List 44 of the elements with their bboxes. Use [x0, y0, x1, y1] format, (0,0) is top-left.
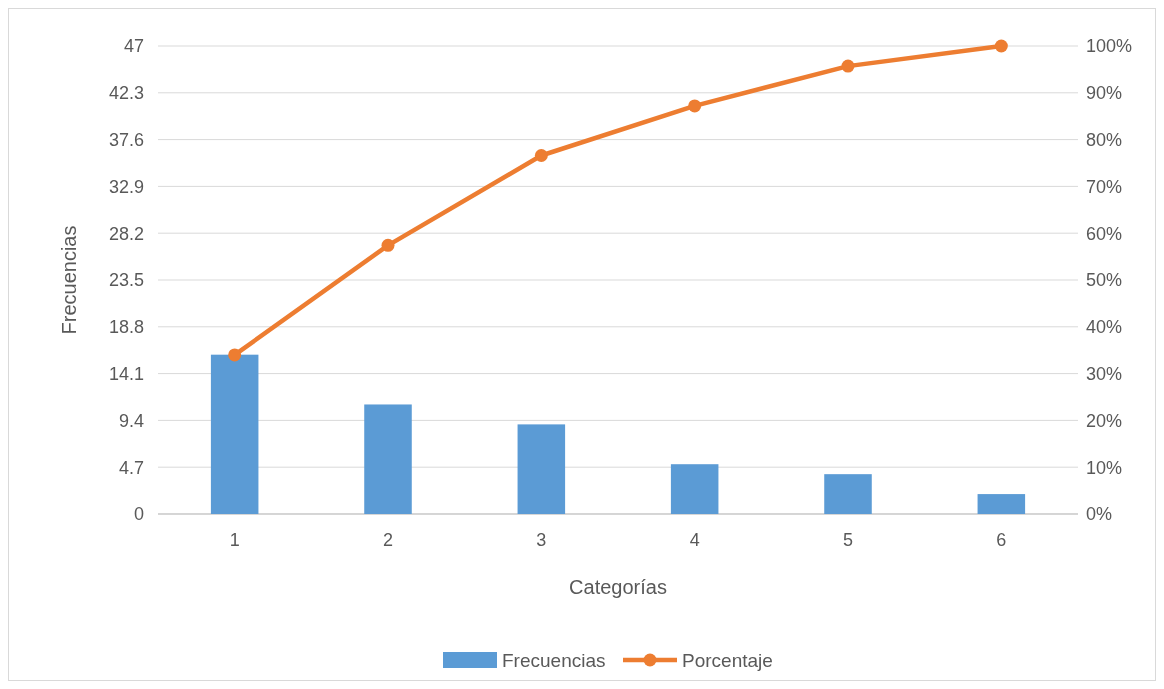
y-tick-label: 32.9	[108, 176, 144, 197]
bar	[210, 354, 259, 514]
y-tick-label: 42.3	[108, 83, 144, 104]
bar	[824, 474, 872, 514]
y-axis-title: Frecuencias	[58, 225, 80, 335]
y-tick-label: 0	[133, 504, 144, 525]
point	[228, 348, 242, 362]
y2-tick-label: 70%	[1086, 176, 1123, 197]
x-tick-label: 2	[382, 530, 394, 550]
bar	[977, 494, 1026, 514]
x-axis-title: Categorías	[569, 576, 667, 598]
y2-tick-label: 100%	[1086, 36, 1133, 57]
y2-tick-label: 40%	[1086, 317, 1123, 338]
y-tick-label: 23.5	[108, 270, 144, 291]
y-tick-label: 18.8	[108, 317, 144, 338]
bar	[517, 424, 566, 514]
y2-tick-label: 90%	[1086, 83, 1123, 104]
point	[841, 59, 855, 73]
y2-tick-label: 60%	[1086, 223, 1123, 244]
bar	[364, 404, 412, 514]
x-tick-label: 6	[996, 530, 1007, 550]
y-tick-label: 28.2	[108, 223, 144, 244]
point	[688, 99, 702, 113]
y-tick-label: 9.4	[118, 410, 144, 431]
y-tick-label: 4.7	[118, 457, 144, 478]
x-tick-label: 5	[842, 530, 854, 550]
y2-tick-label: 10%	[1086, 457, 1123, 478]
y2-tick-label: 50%	[1086, 270, 1123, 291]
y-tick-label: 47	[123, 36, 144, 57]
x-tick-label: 1	[229, 530, 240, 550]
point	[994, 39, 1008, 53]
y2-tick-label: 20%	[1086, 410, 1123, 431]
y2-tick-label: 0%	[1086, 504, 1113, 525]
y-tick-label: 37.6	[108, 129, 144, 150]
y2-tick-label: 80%	[1086, 129, 1123, 150]
legend-label: Frecuencias	[502, 649, 606, 671]
point	[381, 238, 395, 252]
legend-label: Porcentaje	[682, 649, 773, 671]
point	[534, 149, 548, 163]
y2-tick-label: 30%	[1086, 363, 1123, 384]
x-tick-label: 3	[536, 530, 547, 550]
x-tick-label: 4	[689, 530, 700, 550]
bar	[670, 464, 719, 514]
y-tick-label: 14.1	[108, 363, 144, 384]
